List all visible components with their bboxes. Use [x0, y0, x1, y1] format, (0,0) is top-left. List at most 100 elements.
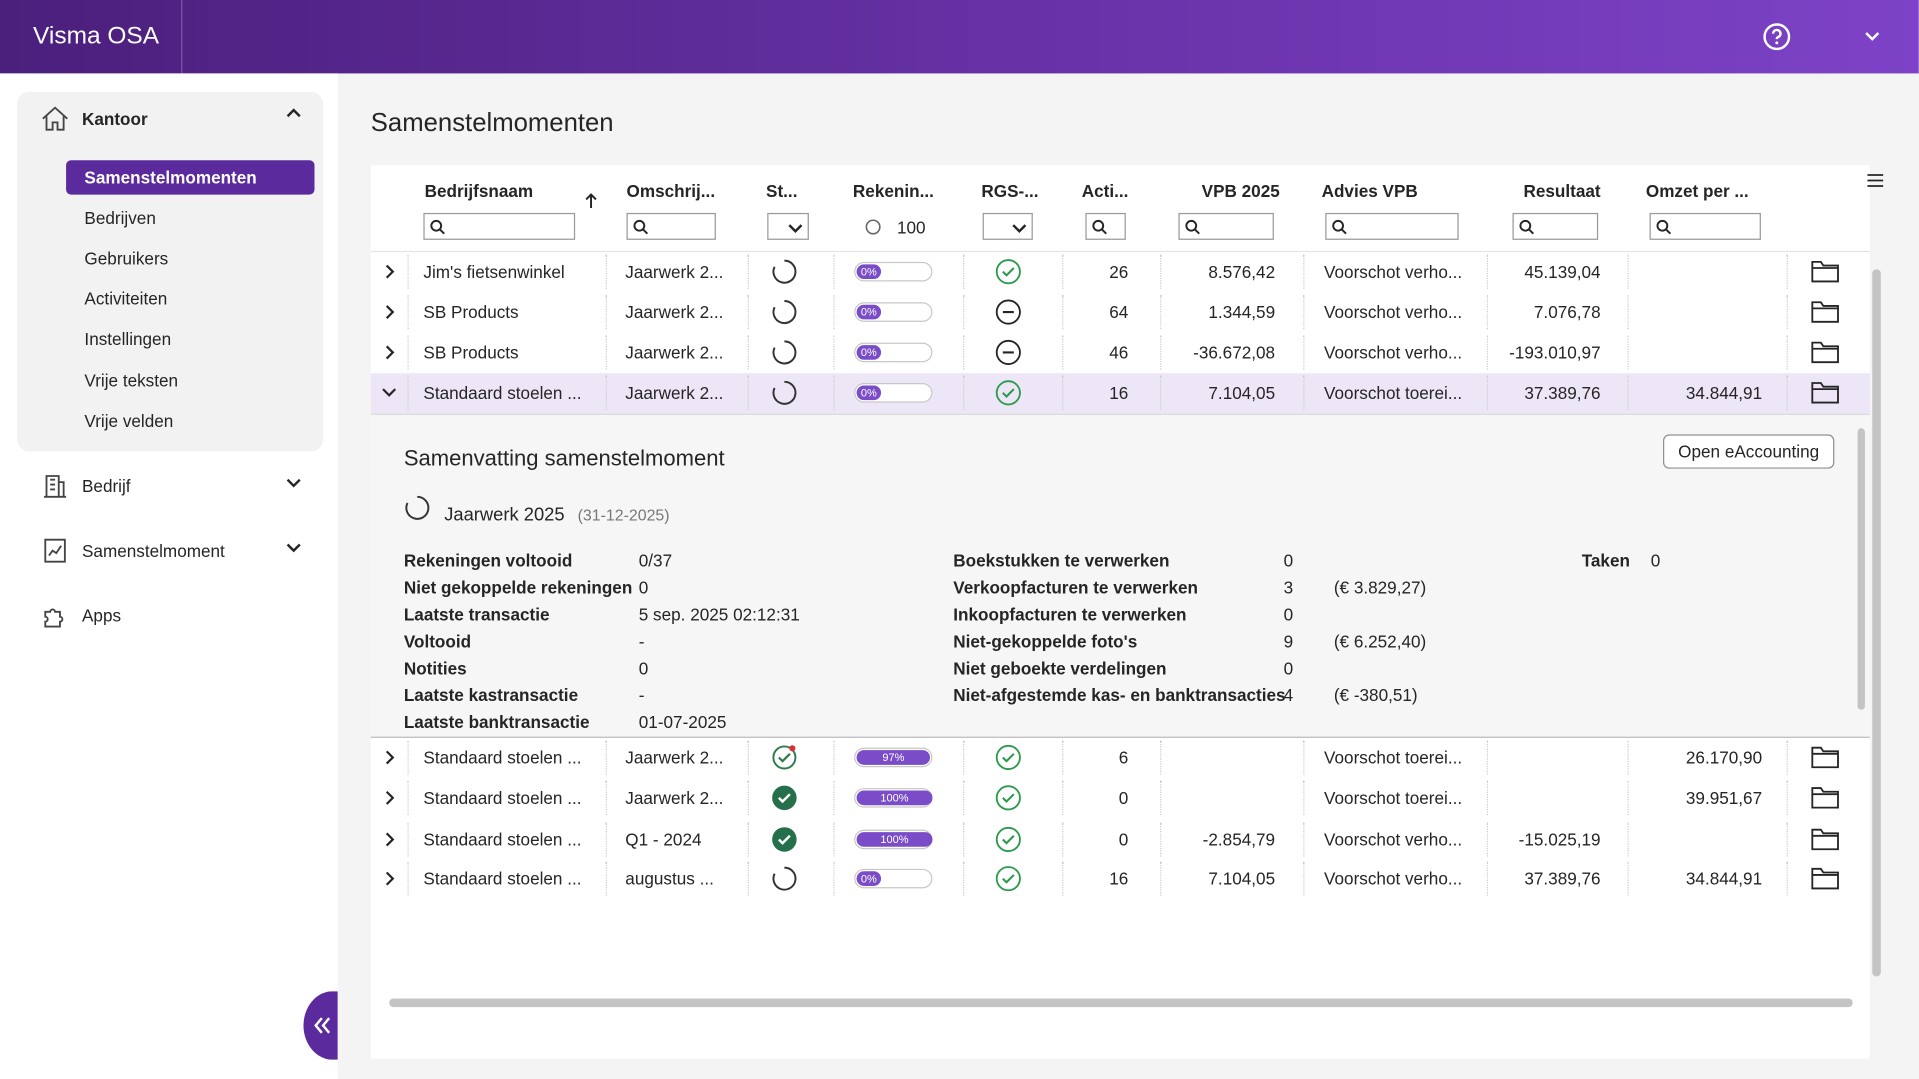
open-eaccounting-button[interactable]: Open eAccounting: [1663, 434, 1835, 469]
period: Jaarwerk 2025: [444, 504, 565, 526]
progress-bar: 0%: [856, 385, 882, 401]
folder-icon[interactable]: [1811, 300, 1839, 323]
expand-toggle[interactable]: [382, 871, 397, 886]
company-name[interactable]: SB Products: [423, 302, 519, 322]
detail-value: 0/37: [638, 550, 673, 571]
activities: 0: [1118, 829, 1129, 850]
section-icon: [44, 608, 64, 628]
column-header[interactable]: St...: [766, 181, 798, 201]
expand-toggle[interactable]: [382, 264, 397, 279]
cell-separator: [833, 335, 835, 370]
cell-separator: [747, 780, 749, 815]
cell-separator: [1627, 780, 1629, 815]
advies-vpb: Voorschot verho...: [1324, 302, 1463, 322]
folder-icon[interactable]: [1811, 340, 1839, 364]
section-label[interactable]: Samenstelmoment: [81, 540, 225, 561]
column-header[interactable]: Rekenin...: [852, 181, 934, 201]
filter-input[interactable]: [1178, 212, 1274, 240]
column-header[interactable]: RGS-...: [981, 181, 1039, 201]
nav-item[interactable]: Instellingen: [84, 329, 172, 350]
cell-separator: [833, 740, 835, 775]
nav-item[interactable]: Gebruikers: [84, 248, 169, 269]
expand-toggle[interactable]: [382, 385, 397, 400]
column-header[interactable]: Resultaat: [1523, 181, 1601, 201]
nav-item[interactable]: Vrije velden: [84, 410, 174, 431]
filter-input[interactable]: [1325, 212, 1459, 240]
nav-item[interactable]: Vrije teksten: [84, 370, 179, 390]
period-status: [405, 495, 430, 520]
collapse-sidebar[interactable]: [303, 991, 338, 1060]
chevron-down[interactable]: [788, 224, 803, 234]
help-button[interactable]: [1762, 22, 1791, 51]
cell-separator: [1486, 375, 1489, 410]
company-name[interactable]: Standaard stoelen ...: [423, 747, 582, 768]
cell-separator: [1627, 375, 1629, 410]
description: Jaarwerk 2...: [625, 747, 724, 768]
chevron-down[interactable]: [286, 478, 301, 488]
folder-icon[interactable]: [1811, 745, 1839, 769]
detail-value: 0: [1283, 550, 1294, 571]
advies-vpb: Voorschot toerei...: [1324, 383, 1463, 403]
expand-toggle[interactable]: [382, 305, 397, 320]
nav-item[interactable]: Bedrijven: [84, 208, 156, 228]
column-header[interactable]: Acti...: [1081, 181, 1129, 201]
cell-separator: [1160, 740, 1162, 775]
cell-separator: [747, 822, 749, 857]
company-name[interactable]: Standaard stoelen ...: [423, 383, 582, 403]
folder-icon[interactable]: [1811, 259, 1839, 283]
expand-toggle[interactable]: [382, 832, 397, 847]
folder-icon[interactable]: [1811, 827, 1839, 851]
column-header[interactable]: Omschrij...: [626, 181, 716, 201]
chevron-down[interactable]: [1012, 224, 1027, 234]
filter-input[interactable]: [626, 212, 716, 240]
cell-separator: [1786, 822, 1788, 857]
expand-toggle[interactable]: [382, 790, 397, 806]
expand-toggle[interactable]: [382, 345, 397, 360]
company-name[interactable]: Standaard stoelen ...: [423, 829, 582, 850]
app-name[interactable]: Visma OSA: [33, 22, 160, 50]
company-name[interactable]: Standaard stoelen ...: [423, 788, 582, 808]
advies-vpb: Voorschot verho...: [1324, 261, 1463, 282]
company-name[interactable]: SB Products: [423, 342, 519, 363]
rgs-icon: [995, 826, 1021, 853]
column-header[interactable]: Bedrijfsnaam: [424, 181, 534, 201]
rgs-icon: [995, 339, 1021, 365]
section-label[interactable]: Apps: [81, 605, 122, 626]
section-label[interactable]: Kantoor: [81, 108, 148, 129]
chevron-down[interactable]: [286, 543, 301, 553]
nav-item[interactable]: Samenstelmomenten: [84, 167, 257, 188]
column-header[interactable]: VPB 2025: [1201, 181, 1280, 201]
company-name[interactable]: Standaard stoelen ...: [423, 868, 582, 889]
filter-input[interactable]: [1512, 212, 1599, 240]
column-header[interactable]: Omzet per ...: [1645, 181, 1749, 201]
radio[interactable]: [865, 219, 881, 235]
cell-separator: [1486, 294, 1489, 330]
section-label[interactable]: Bedrijf: [81, 476, 131, 496]
cell-separator: [963, 861, 965, 896]
expand-toggle[interactable]: [382, 750, 397, 765]
description: Q1 - 2024: [625, 829, 702, 850]
cell-separator: [605, 375, 607, 410]
folder-icon[interactable]: [1811, 381, 1839, 404]
search-icon: [633, 219, 649, 235]
table-menu[interactable]: [1867, 174, 1884, 187]
cell-separator: [1303, 375, 1305, 410]
column-header[interactable]: Advies VPB: [1321, 181, 1418, 201]
chevron-up[interactable]: [286, 108, 301, 118]
omzet: 26.170,90: [1685, 747, 1763, 768]
cell-separator: [1160, 375, 1162, 410]
filter-input[interactable]: [1085, 212, 1126, 240]
nav-item[interactable]: Activiteiten: [84, 289, 168, 309]
search-icon: [1332, 219, 1347, 235]
cell-separator: [1786, 861, 1788, 896]
divider: [181, 0, 183, 74]
vpb: 7.104,05: [1208, 868, 1276, 889]
detail-value: 01-07-2025: [638, 712, 727, 732]
company-name[interactable]: Jim's fietsenwinkel: [423, 261, 565, 282]
cell-separator: [407, 294, 409, 330]
folder-icon[interactable]: [1811, 786, 1839, 809]
folder-icon[interactable]: [1811, 866, 1839, 890]
user-menu[interactable]: [1864, 31, 1881, 43]
filter-input[interactable]: [423, 212, 576, 240]
status-icon: [772, 300, 797, 325]
